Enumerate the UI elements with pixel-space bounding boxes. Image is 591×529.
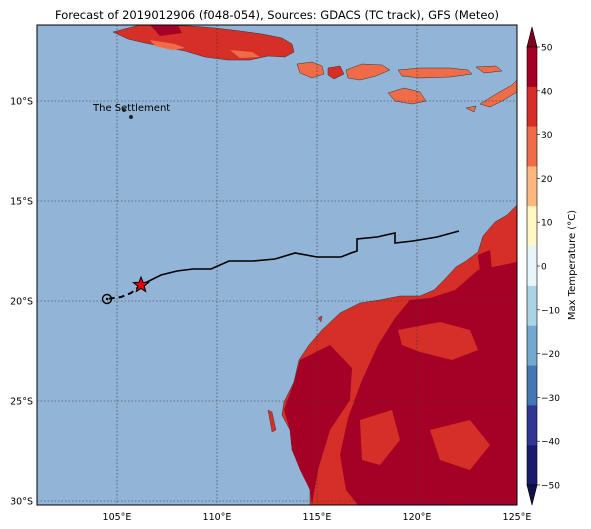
colorbar-segment [527,445,537,486]
current-position-star-icon[interactable] [132,275,150,293]
australia-warm-pocket-2 [360,410,400,465]
cyclone-track-past [140,230,460,286]
map-frame [36,24,518,506]
lombok-island [327,65,345,80]
colorbar-segment [527,166,537,207]
cyclone-track-forecast [106,284,142,300]
alor-island [475,65,503,74]
lat-tick-label: 30°S [10,497,33,508]
colorbar-label: Max Temperature (°C) [567,210,578,320]
lat-tick-label: 15°S [10,197,33,208]
colorbar-segment [527,285,537,327]
australia-warm-pocket [398,322,478,360]
colorbar-tick-label: −30 [541,394,560,404]
lon-tick-label: 115°E [303,512,332,523]
java-warm-patch-2 [230,50,260,58]
colorbar-segment [527,246,537,287]
colorbar-tick-label: −10 [541,306,560,316]
colorbar-tick-label: 20 [541,175,553,185]
roti-island [465,105,477,113]
colorbar-max-extension [526,26,538,48]
christmas-island [122,108,126,112]
colorbar-tick-label: −40 [541,438,560,448]
java-warm-patch [150,40,185,50]
australia-hot-west [284,345,352,505]
graticule [37,25,517,505]
lat-tick-label: 20°S [10,297,33,308]
colorbar-tick-label: 30 [541,131,553,141]
timor-island [479,79,517,108]
lat-tick-label: 25°S [10,397,33,408]
dirk-hartog-island [267,409,277,433]
lon-tick-label: 125°E [503,512,532,523]
latitude-ticks: 10°S 15°S 20°S 25°S 30°S [10,97,33,508]
forecast-position-dot [105,297,109,301]
barrow-island [317,315,323,323]
colorbar-segment [527,365,537,406]
kimberley-hot [478,250,492,272]
java-hot-patch [150,25,182,36]
colorbar-segment [527,86,537,127]
colorbar-segment [527,206,537,247]
colorbar-segment [527,126,537,167]
colorbar-tick-label: −20 [541,350,560,360]
flores-island [397,67,473,79]
lon-tick-label: 110°E [203,512,232,523]
longitude-ticks: 105°E 110°E 115°E 120°E 125°E [103,512,532,523]
australia-warm-pocket-3 [430,420,490,470]
lon-tick-label: 120°E [403,512,432,523]
land-layer [112,25,517,505]
cyclone-track-layer [101,230,460,305]
place-label: The Settlement [92,103,170,114]
lat-tick-label: 10°S [10,97,33,108]
map-panel[interactable]: The Settlement [36,24,518,506]
colorbar-tick-label: −50 [541,482,560,492]
lon-tick-label: 105°E [103,512,132,523]
colorbar-segment [527,405,537,446]
kimberley-coast [490,212,517,255]
colorbar-segment [527,325,537,366]
colorbar-tick-label: 10 [541,219,553,229]
colorbar-tick-label: 50 [541,44,553,54]
colorbar: 50 40 30 20 10 0 −10 −20 −30 −40 −50 [526,26,560,506]
colorbar-tick-label: 40 [541,87,553,97]
forecast-position-marker [101,293,113,305]
sumbawa-island [345,63,391,81]
map-title: Forecast of 2019012906 (f048-054), Sourc… [55,8,499,22]
settlement-dot [129,115,133,119]
colorbar-segment [527,47,537,88]
colorbar-min-extension [526,484,538,506]
colorbar-tick-label: 0 [541,263,547,273]
